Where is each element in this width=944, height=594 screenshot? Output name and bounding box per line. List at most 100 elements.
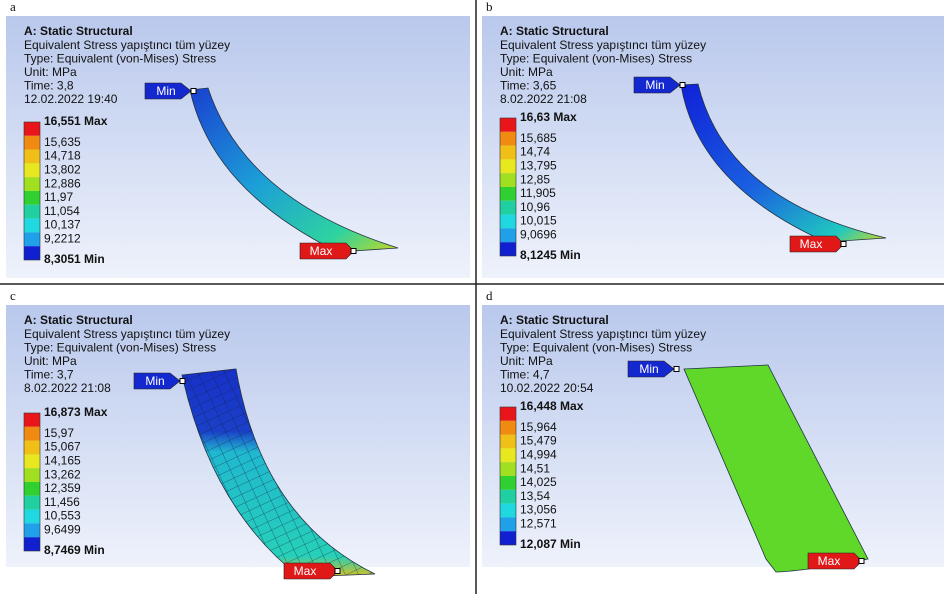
max-tag-anchor xyxy=(859,559,864,564)
info-line: Equivalent Stress yapıştıncı tüm yüzey xyxy=(24,38,230,52)
legend-label: 13,802 xyxy=(44,162,81,176)
legend-label: 15,685 xyxy=(520,131,557,145)
legend-label: 9,0696 xyxy=(520,227,557,241)
legend-label: 15,635 xyxy=(44,135,81,149)
legend-swatch xyxy=(500,407,516,421)
info-line: 10.02.2022 20:54 xyxy=(500,381,594,395)
legend-swatch xyxy=(500,187,516,201)
info-line: 8.02.2022 21:08 xyxy=(24,381,111,395)
legend-label: 16,448 Max xyxy=(520,399,584,413)
legend-swatch xyxy=(24,537,40,551)
legend-label: 11,97 xyxy=(44,190,73,204)
legend-swatch xyxy=(500,517,516,531)
legend-label: 12,359 xyxy=(44,481,81,495)
legend-label: 10,015 xyxy=(520,214,557,228)
panel: c A: Static StructuralEquivalent Stress y… xyxy=(6,288,470,579)
info-line: Time: 3,65 xyxy=(500,79,557,93)
legend-swatch xyxy=(24,136,40,150)
legend-label: 14,165 xyxy=(44,453,81,467)
legend-label: 8,1245 Min xyxy=(520,248,581,262)
legend-label: 14,025 xyxy=(520,475,557,489)
legend-swatch xyxy=(24,482,40,496)
legend-label: 10,137 xyxy=(44,218,81,232)
legend-swatch xyxy=(500,462,516,476)
info-line: Equivalent Stress yapıştıncı tüm yüzey xyxy=(500,327,706,341)
legend-label: 16,551 Max xyxy=(44,114,108,128)
legend-label: 11,905 xyxy=(520,186,556,200)
legend-swatch xyxy=(24,122,40,136)
info-line: Type: Equivalent (von-Mises) Stress xyxy=(24,341,216,355)
max-tag-text: Max xyxy=(800,237,823,251)
legend-swatch xyxy=(24,523,40,537)
legend-label: 12,087 Min xyxy=(520,537,581,551)
legend-swatch xyxy=(500,215,516,229)
info-line: 8.02.2022 21:08 xyxy=(500,92,587,106)
info-line: Unit: MPa xyxy=(500,65,553,79)
info-line: Equivalent Stress yapıştıncı tüm yüzey xyxy=(500,38,706,52)
analysis-title: A: Static Structural xyxy=(500,24,609,38)
legend-label: 14,51 xyxy=(520,461,550,475)
info-line: Type: Equivalent (von-Mises) Stress xyxy=(500,341,692,355)
legend-swatch xyxy=(24,219,40,233)
min-tag-text: Min xyxy=(156,84,175,98)
legend-label: 9,6499 xyxy=(44,522,81,536)
info-line: Unit: MPa xyxy=(24,354,77,368)
legend-swatch xyxy=(500,242,516,256)
legend-swatch xyxy=(500,201,516,215)
legend-swatch xyxy=(24,441,40,455)
legend-label: 12,571 xyxy=(520,516,557,530)
legend-label: 15,964 xyxy=(520,420,557,434)
legend-swatch xyxy=(500,476,516,490)
legend-label: 12,85 xyxy=(520,172,550,186)
legend-label: 13,54 xyxy=(520,489,550,503)
legend-label: 16,873 Max xyxy=(44,405,108,419)
legend-label: 14,994 xyxy=(520,447,557,461)
info-line: Type: Equivalent (von-Mises) Stress xyxy=(24,52,216,66)
min-tag-text: Min xyxy=(645,78,664,92)
legend-label: 15,067 xyxy=(44,440,81,454)
legend-swatch xyxy=(24,510,40,524)
min-tag-text: Min xyxy=(145,374,164,388)
figure: aA: Static StructuralEquivalent Stress y… xyxy=(0,0,944,594)
panel-label: d xyxy=(486,288,493,303)
panel-label: c xyxy=(10,288,16,303)
legend-swatch xyxy=(500,531,516,545)
info-line: Time: 3,8 xyxy=(24,79,74,93)
legend-label: 15,479 xyxy=(520,434,557,448)
legend-swatch xyxy=(500,504,516,518)
legend-swatch xyxy=(500,421,516,435)
legend-label: 8,7469 Min xyxy=(44,543,105,557)
legend-swatch xyxy=(24,191,40,205)
max-tag-text: Max xyxy=(818,554,841,568)
legend-swatch xyxy=(500,448,516,462)
legend-swatch xyxy=(24,427,40,441)
legend-swatch xyxy=(500,228,516,242)
legend-label: 8,3051 Min xyxy=(44,252,105,266)
legend-label: 13,795 xyxy=(520,158,557,172)
min-tag-anchor xyxy=(191,89,196,94)
legend-label: 14,74 xyxy=(520,145,550,159)
panel-label: b xyxy=(486,0,493,14)
legend-swatch xyxy=(24,246,40,260)
legend-swatch xyxy=(500,435,516,449)
info-line: Unit: MPa xyxy=(500,354,553,368)
info-line: Equivalent Stress yapıştıncı tüm yüzey xyxy=(24,327,230,341)
legend-label: 10,553 xyxy=(44,509,81,523)
min-tag-anchor xyxy=(674,367,679,372)
legend-swatch xyxy=(24,454,40,468)
legend-swatch xyxy=(24,496,40,510)
max-tag-anchor xyxy=(351,249,356,254)
analysis-title: A: Static Structural xyxy=(24,313,133,327)
info-line: Time: 4,7 xyxy=(500,368,550,382)
legend-label: 9,2212 xyxy=(44,231,81,245)
info-line: Time: 3,7 xyxy=(24,368,74,382)
legend-swatch xyxy=(500,146,516,160)
legend-swatch xyxy=(500,490,516,504)
panel-label: a xyxy=(10,0,16,14)
legend-label: 11,054 xyxy=(44,204,80,218)
legend-swatch xyxy=(500,118,516,132)
max-tag-text: Max xyxy=(294,564,317,578)
legend-swatch xyxy=(500,159,516,173)
